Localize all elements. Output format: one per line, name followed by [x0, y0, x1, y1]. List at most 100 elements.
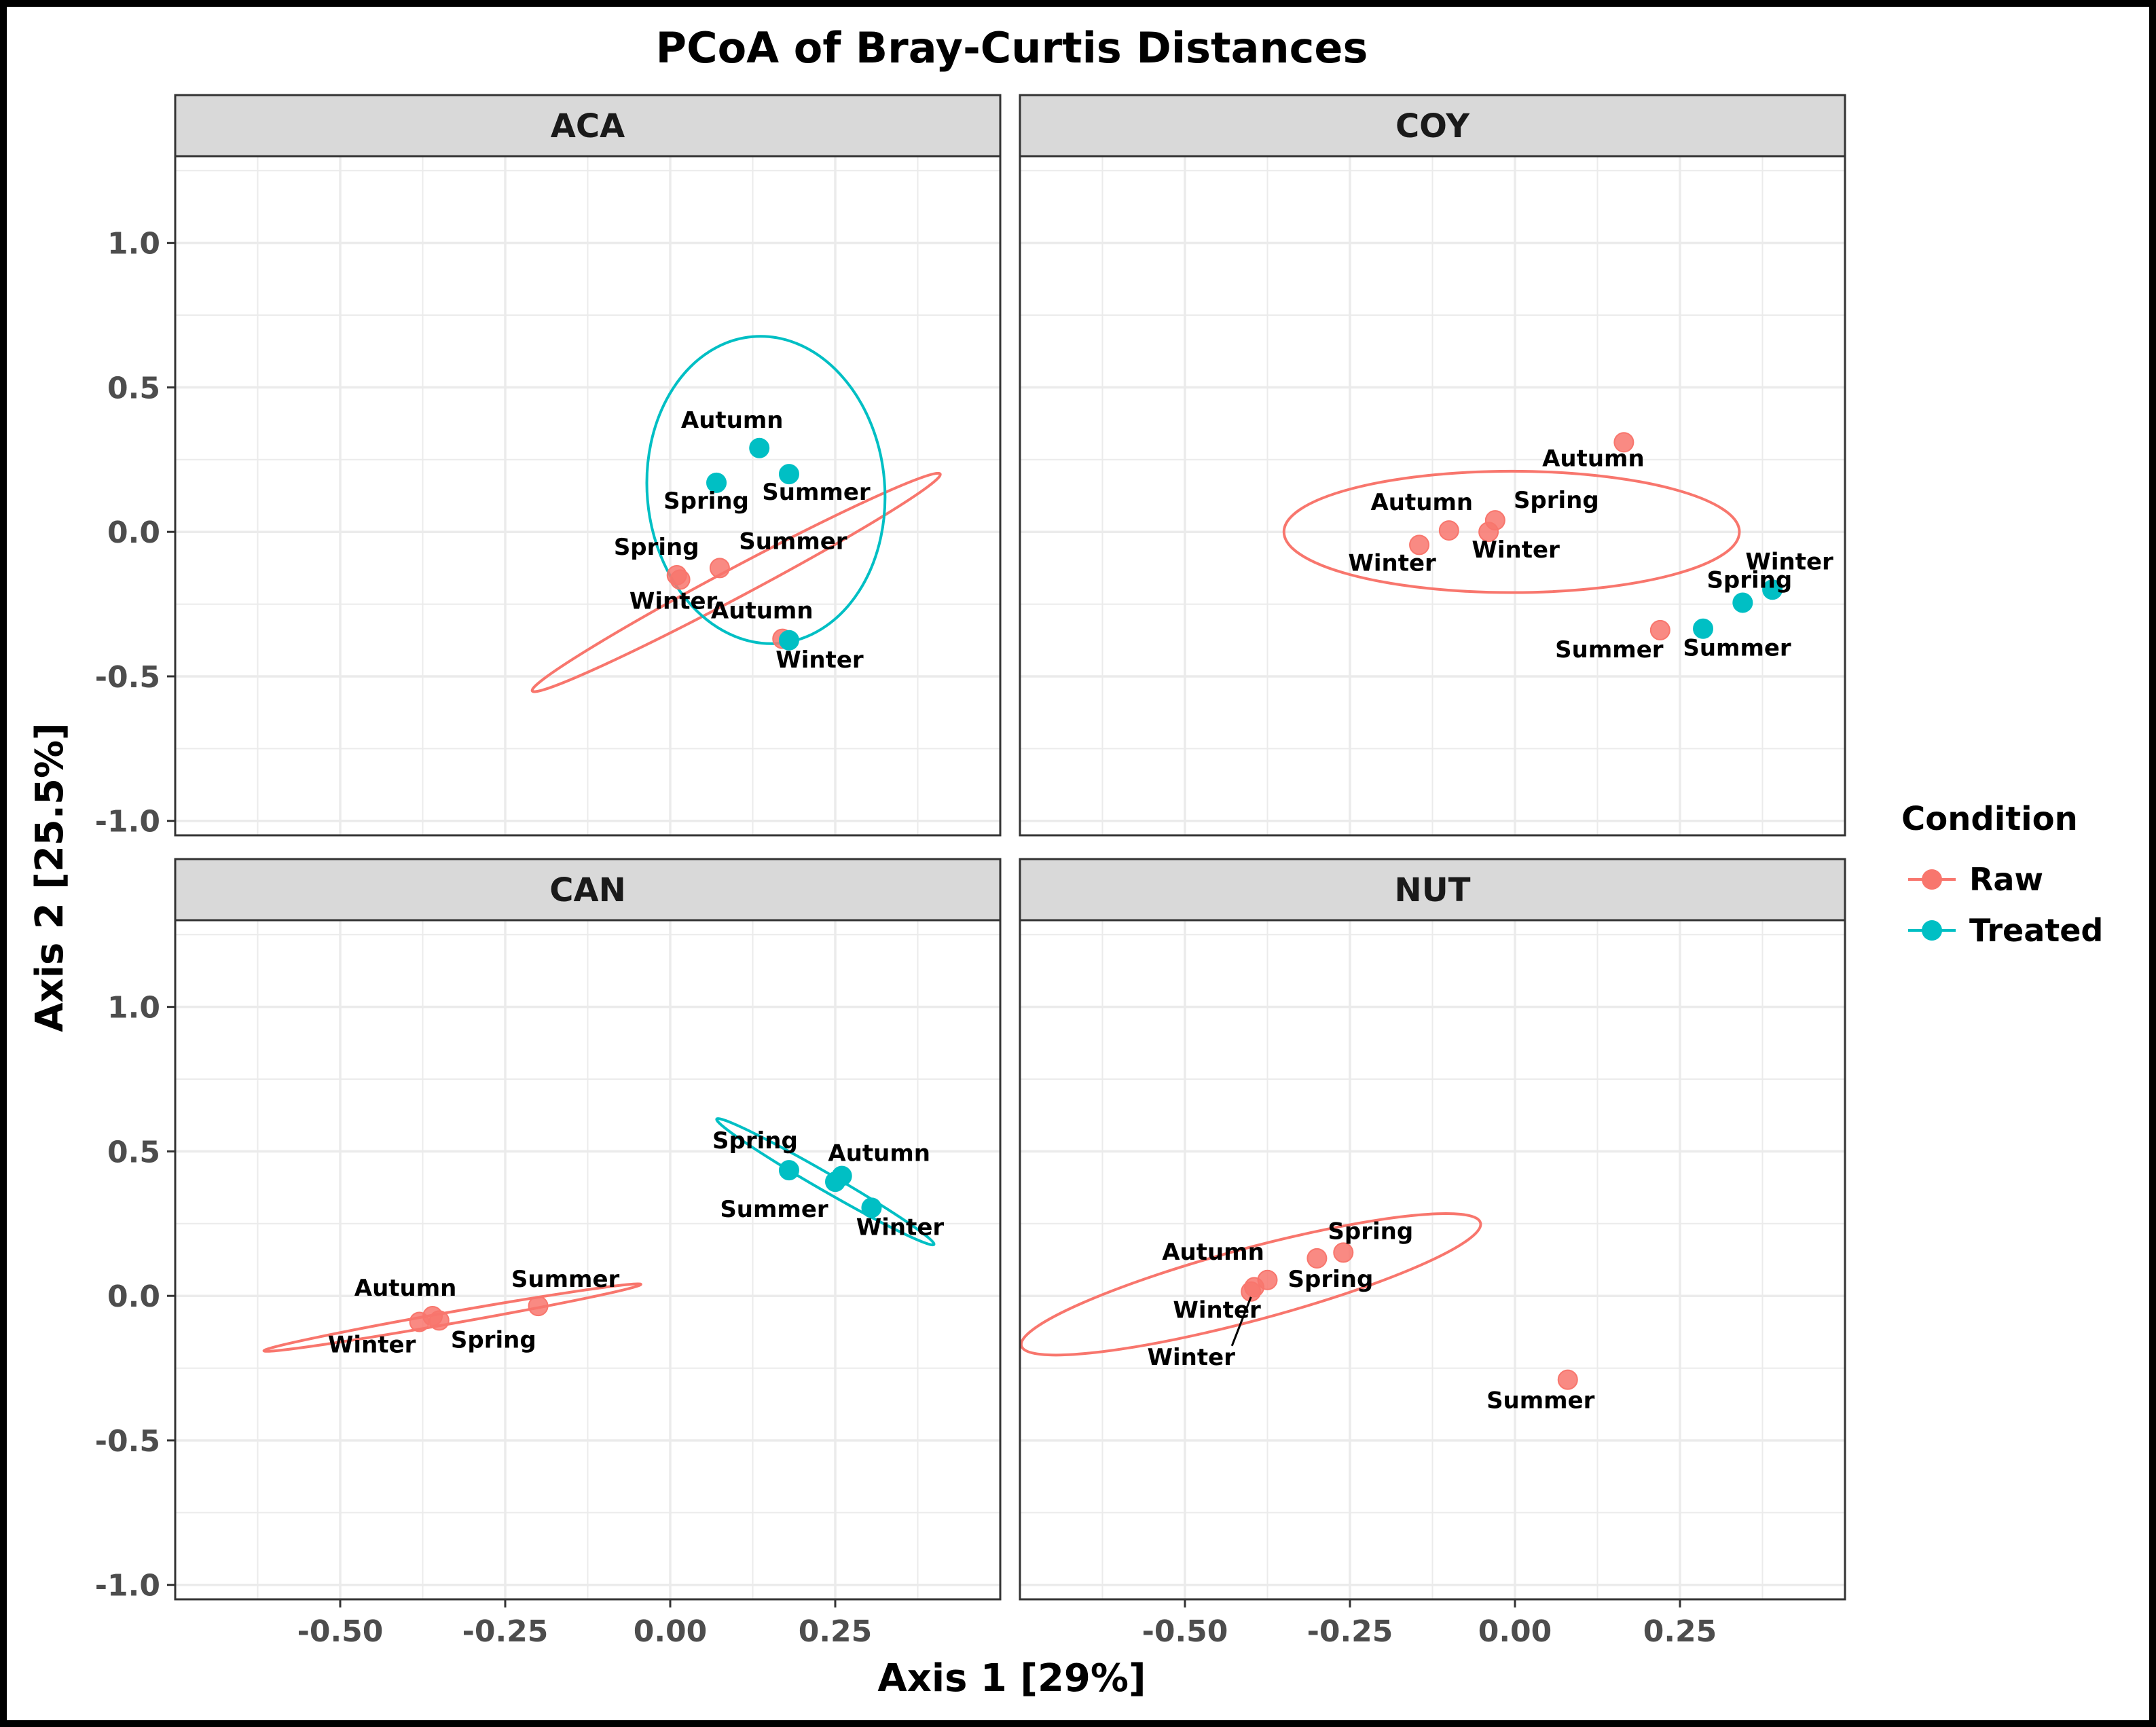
facet-strip-label: ACA	[551, 107, 625, 145]
point-raw-spring	[1333, 1242, 1354, 1263]
point-raw-spring	[1307, 1248, 1328, 1269]
x-axis-title: Axis 1 [29%]	[877, 1656, 1146, 1701]
point-label: Autumn	[828, 1140, 930, 1167]
point-label: Spring	[614, 534, 699, 561]
point-label: Autumn	[1162, 1239, 1264, 1266]
facet-panels: ACAAutumnSummerSpringSummerSpringWinterA…	[95, 94, 1846, 1649]
confidence-ellipse-raw	[262, 1282, 642, 1353]
facet-strip-label: CAN	[549, 871, 626, 909]
point-treated-spring	[1732, 592, 1753, 613]
point-label: Autumn	[711, 598, 814, 625]
ellipses	[1282, 469, 1741, 594]
point-treated-summer	[778, 464, 799, 485]
ellipses	[1020, 1212, 1482, 1357]
y-tick-label: -0.5	[95, 1424, 160, 1459]
facet-strip	[174, 858, 1002, 922]
legend-label-treated: Treated	[1969, 912, 2103, 949]
point-label: Autumn	[1370, 489, 1473, 516]
point-label: Autumn	[681, 407, 784, 434]
point-label: Winter	[1472, 537, 1560, 564]
x-tick-label: 0.25	[799, 1614, 873, 1649]
point-treated-spring	[706, 472, 727, 493]
legend-key-raw	[1922, 869, 1942, 890]
y-tick-label: -0.5	[95, 660, 160, 695]
facet-strip-label: COY	[1395, 107, 1470, 145]
facet-strip	[1019, 858, 1846, 922]
point-raw-spring	[428, 1310, 450, 1331]
point-label: Winter	[328, 1331, 416, 1358]
y-tick-label: -1.0	[95, 1569, 160, 1603]
point-label: Spring	[1288, 1266, 1374, 1293]
y-tick-label: 1.0	[107, 227, 160, 261]
point-label: Winter	[1745, 548, 1833, 575]
y-tick-label: 0.5	[107, 1135, 160, 1169]
point-treated-spring	[778, 1160, 799, 1181]
gridlines	[1020, 156, 1845, 835]
point-label: Spring	[1514, 487, 1599, 514]
point-raw-winter	[670, 569, 691, 590]
point-label: Summer	[762, 479, 871, 506]
panel-border	[174, 155, 1002, 837]
x-tick-label: -0.50	[1142, 1614, 1228, 1649]
point-label: Spring	[1706, 566, 1792, 594]
point-treated-summer	[1693, 618, 1714, 639]
point-label: Spring	[1328, 1218, 1413, 1245]
point-label: Summer	[511, 1266, 620, 1293]
point-label: Winter	[1147, 1344, 1235, 1371]
gridlines	[175, 156, 1000, 835]
y-tick-label: 0.5	[107, 371, 160, 405]
point-label: Spring	[663, 488, 749, 515]
panel-aca: ACA Autumn Summer Spring Summer Spring Winter A…	[95, 94, 1002, 839]
legend: Condition Raw Treated	[1901, 800, 2103, 949]
point-raw-summer	[528, 1296, 549, 1317]
x-tick-label: 0.00	[634, 1614, 708, 1649]
panel-border	[1019, 155, 1846, 837]
point-label: Winter	[775, 647, 864, 674]
panel-nut: NUTSpringSpringAutumnWinterWinterSummer-…	[1019, 858, 1846, 1649]
point-label: Summer	[1555, 636, 1664, 663]
point-raw-winter	[1478, 522, 1499, 543]
point-label: Summer	[1683, 635, 1791, 662]
point-raw-winter	[1409, 534, 1430, 556]
legend-title: Condition	[1901, 800, 2078, 838]
y-tick-label: 0.0	[107, 515, 160, 550]
y-tick-label: 1.0	[107, 991, 160, 1025]
chart-title: PCoA of Bray-Curtis Distances	[656, 23, 1368, 73]
x-tick-label: -0.50	[297, 1614, 384, 1649]
confidence-ellipse-raw	[1282, 469, 1741, 594]
x-tick-label: 0.00	[1478, 1614, 1552, 1649]
panel-border	[1019, 919, 1846, 1601]
label-leader-line	[1230, 1296, 1252, 1347]
point-label: Winter	[1348, 549, 1436, 577]
point-raw-summer	[709, 558, 730, 579]
panel-border	[174, 919, 1002, 1601]
x-tick-label: -0.25	[462, 1614, 549, 1649]
point-raw-autumn	[1438, 520, 1459, 541]
point-label: Summer	[720, 1196, 828, 1223]
point-raw-winter	[409, 1311, 430, 1332]
legend-key-treated	[1922, 920, 1942, 941]
gridlines	[175, 920, 1000, 1599]
point-label: Spring	[451, 1326, 536, 1353]
y-tick-label: -1.0	[95, 805, 160, 839]
point-label: Summer	[739, 528, 847, 555]
point-raw-summer	[1557, 1369, 1578, 1390]
facet-strip-label: NUT	[1395, 871, 1471, 909]
points: Spring Autumn Summer Winter Summer Autumn Spri…	[328, 1127, 944, 1358]
point-label: Spring	[712, 1127, 798, 1155]
facet-strip	[174, 94, 1002, 158]
legend-label-raw: Raw	[1969, 861, 2043, 898]
point-label: Winter	[856, 1214, 945, 1241]
point-raw-summer	[1649, 619, 1670, 640]
point-treated-summer	[825, 1171, 845, 1193]
y-tick-label: 0.0	[107, 1279, 160, 1314]
point-label: Summer	[1486, 1387, 1595, 1415]
x-tick-label: -0.25	[1307, 1614, 1393, 1649]
point-treated-winter	[1762, 579, 1783, 600]
point-treated-winter	[778, 630, 799, 651]
point-treated-autumn	[749, 437, 770, 458]
